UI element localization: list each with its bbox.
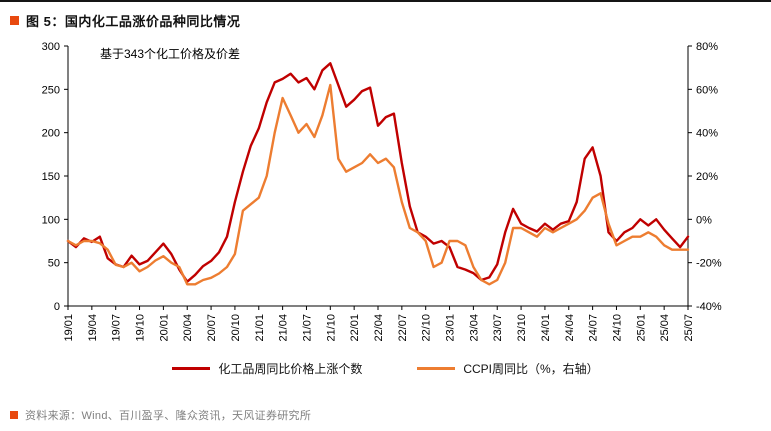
svg-text:23/10: 23/10 [516,314,528,342]
svg-text:19/01: 19/01 [63,314,75,342]
svg-text:25/01: 25/01 [635,314,647,342]
svg-text:19/04: 19/04 [87,314,99,342]
svg-text:-20%: -20% [696,258,722,270]
footer-marker-icon [10,411,18,419]
svg-text:21/07: 21/07 [301,314,313,342]
svg-text:25/04: 25/04 [659,314,671,342]
svg-text:150: 150 [42,171,60,183]
source-text: 资料来源：Wind、百川盈孚、隆众资讯，天风证券研究所 [25,410,312,422]
svg-text:25/07: 25/07 [683,314,695,342]
svg-text:22/04: 22/04 [373,314,385,342]
svg-text:19/07: 19/07 [111,314,123,342]
svg-text:50: 50 [48,258,60,270]
svg-text:22/10: 22/10 [421,314,433,342]
svg-text:22/07: 22/07 [397,314,409,342]
title-marker-icon [10,15,19,25]
svg-text:20/10: 20/10 [230,314,242,342]
chart-svg: 0 50 100 150 200 250 300 -40% -20% 0% 20% 40% 60% 80%… [42,41,722,342]
svg-text:基于343个化工价格及价差: 基于343个化工价格及价差 [100,46,240,61]
legend-swatch-red [172,366,211,370]
svg-text:23/04: 23/04 [468,314,480,342]
svg-text:19/10: 19/10 [135,314,147,342]
svg-text:250: 250 [42,84,60,96]
svg-text:80%: 80% [696,41,718,53]
svg-text:20/07: 20/07 [206,314,218,342]
legend: 化工品周同比价格上涨个数 CCPI周同比（%，右轴） [0,354,771,382]
svg-text:23/07: 23/07 [492,314,504,342]
legend-label: CCPI周同比（%，右轴） [463,361,599,376]
svg-text:24/07: 24/07 [588,314,600,342]
svg-text:100: 100 [42,214,60,226]
svg-text:23/01: 23/01 [445,314,457,342]
svg-text:300: 300 [42,41,60,53]
svg-text:24/04: 24/04 [564,314,576,342]
figure-title: 图 5：国内化工品涨价品种同比情况 [26,13,241,29]
svg-text:22/01: 22/01 [349,314,361,342]
svg-text:24/10: 24/10 [611,314,623,342]
svg-text:-40%: -40% [696,301,722,313]
svg-text:21/10: 21/10 [325,314,337,342]
svg-text:20%: 20% [696,171,718,183]
legend-swatch-orange [417,366,456,370]
figure-header: 图 5：国内化工品涨价品种同比情况 [0,2,771,32]
svg-text:200: 200 [42,128,60,140]
svg-text:21/04: 21/04 [278,314,290,342]
svg-text:20/04: 20/04 [182,314,194,342]
legend-item: 化工品周同比价格上涨个数 [172,360,362,377]
svg-text:0%: 0% [696,214,712,226]
svg-text:20/01: 20/01 [158,314,170,342]
svg-text:60%: 60% [696,84,718,96]
svg-text:21/01: 21/01 [254,314,266,342]
figure-footer: 资料来源：Wind、百川盈孚、隆众资讯，天风证券研究所 [0,401,771,431]
legend-item: CCPI周同比（%，右轴） [417,360,599,377]
svg-text:40%: 40% [696,128,718,140]
legend-label: 化工品周同比价格上涨个数 [218,361,363,376]
svg-text:24/01: 24/01 [540,314,552,342]
svg-text:0: 0 [54,301,60,313]
